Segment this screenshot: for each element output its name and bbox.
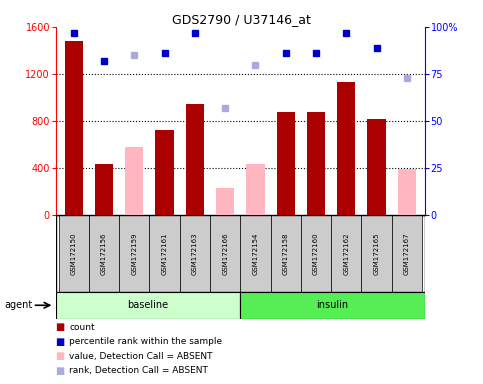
Bar bbox=[331, 215, 361, 292]
Text: value, Detection Call = ABSENT: value, Detection Call = ABSENT bbox=[69, 352, 213, 361]
Text: GSM172156: GSM172156 bbox=[101, 232, 107, 275]
Text: insulin: insulin bbox=[316, 300, 349, 310]
Bar bbox=[368, 119, 385, 215]
Text: percentile rank within the sample: percentile rank within the sample bbox=[69, 337, 222, 346]
Bar bbox=[241, 215, 270, 292]
Text: GSM172154: GSM172154 bbox=[253, 232, 258, 275]
Bar bbox=[337, 82, 355, 215]
Bar bbox=[125, 147, 143, 215]
Text: count: count bbox=[69, 323, 95, 332]
Text: baseline: baseline bbox=[128, 300, 169, 310]
Bar bbox=[210, 215, 241, 292]
Text: GSM172165: GSM172165 bbox=[373, 232, 380, 275]
Text: rank, Detection Call = ABSENT: rank, Detection Call = ABSENT bbox=[69, 366, 208, 376]
Text: ■: ■ bbox=[56, 322, 65, 332]
Bar bbox=[392, 215, 422, 292]
Bar bbox=[149, 215, 180, 292]
Text: GSM172158: GSM172158 bbox=[283, 232, 289, 275]
Bar bbox=[186, 104, 204, 215]
Bar bbox=[216, 188, 234, 215]
Text: GDS2790 / U37146_at: GDS2790 / U37146_at bbox=[172, 13, 311, 26]
Bar bbox=[398, 169, 416, 215]
Text: GSM172161: GSM172161 bbox=[162, 232, 168, 275]
Text: ■: ■ bbox=[56, 366, 65, 376]
Text: GSM172166: GSM172166 bbox=[222, 232, 228, 275]
Bar bbox=[307, 112, 325, 215]
Bar bbox=[180, 215, 210, 292]
Bar bbox=[241, 292, 425, 319]
Text: GSM172150: GSM172150 bbox=[71, 232, 77, 275]
Bar bbox=[89, 215, 119, 292]
Text: GSM172160: GSM172160 bbox=[313, 232, 319, 275]
Bar bbox=[58, 215, 89, 292]
Bar bbox=[246, 164, 265, 215]
Bar bbox=[119, 215, 149, 292]
Bar bbox=[156, 131, 174, 215]
Bar bbox=[277, 112, 295, 215]
Text: GSM172159: GSM172159 bbox=[131, 232, 137, 275]
Bar bbox=[270, 215, 301, 292]
Text: GSM172167: GSM172167 bbox=[404, 232, 410, 275]
Bar bbox=[361, 215, 392, 292]
Text: ■: ■ bbox=[56, 337, 65, 347]
Bar bbox=[65, 41, 83, 215]
Text: GSM172162: GSM172162 bbox=[343, 232, 349, 275]
Bar bbox=[56, 292, 241, 319]
Bar bbox=[95, 164, 113, 215]
Text: ■: ■ bbox=[56, 351, 65, 361]
Bar bbox=[301, 215, 331, 292]
Text: agent: agent bbox=[5, 300, 33, 310]
Text: GSM172163: GSM172163 bbox=[192, 232, 198, 275]
